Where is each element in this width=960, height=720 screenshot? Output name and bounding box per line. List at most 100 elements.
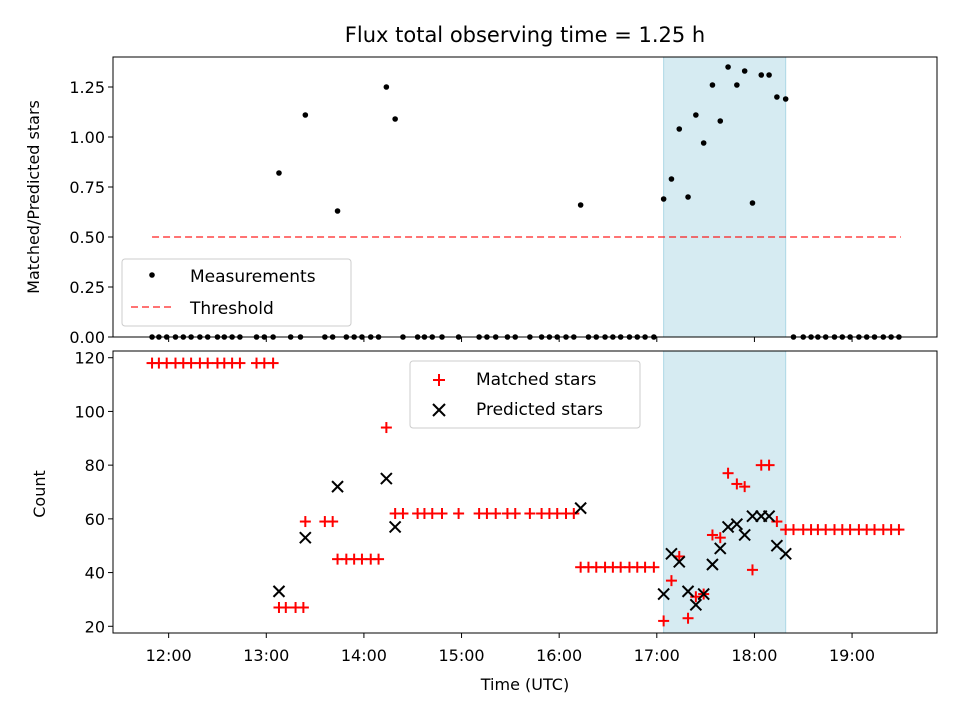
measurement-point xyxy=(685,194,691,200)
predicted-star-point xyxy=(762,509,776,523)
matched-star-point xyxy=(509,507,521,519)
predicted-stars-points xyxy=(272,472,792,612)
matched-star-point xyxy=(746,564,758,576)
predicted-star-point xyxy=(272,585,286,598)
bottom-shaded-interval xyxy=(663,350,787,634)
matched-star-point xyxy=(202,357,214,369)
predicted-star-point xyxy=(721,520,735,534)
matched-star-point xyxy=(893,524,905,536)
bottom-legend: Matched stars Predicted stars xyxy=(409,360,641,429)
predicted-star-point xyxy=(697,587,710,601)
y-tick-label: 0.25 xyxy=(69,278,105,297)
bottom-y-axis-ticks: 20 40 60 80 100 120 xyxy=(74,349,113,636)
x-tick-label: 18:00 xyxy=(731,646,777,665)
top-y-axis-label: Matched/Predicted stars xyxy=(24,100,43,294)
predicted-star-point xyxy=(714,542,727,555)
y-tick-label: 40 xyxy=(85,564,105,583)
predicted-star-point xyxy=(574,501,587,515)
y-tick-label: 60 xyxy=(85,510,105,529)
measurement-point xyxy=(734,82,740,88)
legend-matched-label: Matched stars xyxy=(476,370,596,390)
matched-star-point xyxy=(397,507,409,519)
predicted-star-point xyxy=(299,531,312,544)
predicted-star-point xyxy=(657,587,670,601)
measurement-point xyxy=(774,94,780,100)
matched-star-point xyxy=(436,507,448,519)
legend-matched-marker xyxy=(433,374,445,386)
measurement-point xyxy=(749,200,756,206)
measurement-point xyxy=(741,68,748,74)
flux-ratio-panel: 0.00 0.25 0.50 0.75 1.00 1.25 Flux total obse… xyxy=(24,23,938,347)
x-tick-label: 14:00 xyxy=(341,646,387,665)
matched-star-point xyxy=(658,615,670,627)
chart-title: Flux total observing time = 1.25 h xyxy=(345,23,705,47)
predicted-star-point xyxy=(730,518,744,531)
matched-star-point xyxy=(763,459,775,471)
predicted-star-point xyxy=(380,472,393,485)
top-legend: Measurements Threshold xyxy=(121,258,352,327)
measurement-point xyxy=(392,116,398,122)
top-shaded-interval xyxy=(663,56,787,338)
measurement-point xyxy=(383,84,390,90)
matched-star-point xyxy=(568,507,580,519)
measurement-point xyxy=(700,140,707,146)
y-tick-label: 0.75 xyxy=(69,178,105,197)
measurement-point xyxy=(709,82,716,88)
measurement-point xyxy=(302,112,309,118)
predicted-star-point xyxy=(738,528,751,542)
y-tick-label: 80 xyxy=(85,456,105,475)
matched-star-point xyxy=(648,561,660,573)
legend-measurements-marker xyxy=(149,272,155,278)
legend-measurements-label: Measurements xyxy=(190,267,316,287)
measurement-point xyxy=(676,126,683,132)
y-tick-label: 100 xyxy=(74,402,105,421)
measurement-point xyxy=(693,112,699,118)
predicted-star-point xyxy=(388,520,402,534)
legend-threshold-label: Threshold xyxy=(189,299,274,319)
matched-star-point xyxy=(673,550,685,562)
measurement-point xyxy=(782,96,789,102)
predicted-star-point xyxy=(779,547,792,560)
x-tick-label: 19:00 xyxy=(829,646,875,665)
legend-predicted-marker xyxy=(432,403,446,417)
predicted-star-point xyxy=(746,509,759,523)
predicted-star-point xyxy=(331,480,344,493)
matched-star-point xyxy=(380,422,392,434)
matched-star-point xyxy=(234,357,246,369)
x-tick-label: 13:00 xyxy=(243,646,289,665)
matched-star-point xyxy=(665,575,677,587)
matched-star-point xyxy=(722,467,734,479)
y-tick-label: 0.50 xyxy=(69,228,105,247)
matched-star-point xyxy=(787,524,799,536)
bottom-x-axis-ticks: 12:00 13:00 14:00 15:00 16:00 17:00 18:00 19:00 xyxy=(146,633,875,665)
y-tick-label: 1.25 xyxy=(69,78,105,97)
x-tick-label: 17:00 xyxy=(634,646,680,665)
measurement-point xyxy=(717,118,724,124)
matched-stars-points xyxy=(146,357,905,627)
measurement-point xyxy=(668,176,675,182)
matched-star-point xyxy=(453,507,465,519)
top-x-axis-ticks xyxy=(168,337,853,342)
x-tick-label: 15:00 xyxy=(438,646,484,665)
matched-star-point xyxy=(267,357,279,369)
predicted-star-point xyxy=(706,558,719,571)
matched-star-point xyxy=(714,532,726,544)
predicted-star-point xyxy=(689,598,703,612)
predicted-star-point xyxy=(673,555,686,569)
measurement-point xyxy=(577,202,584,208)
matched-star-point xyxy=(490,507,502,519)
matched-star-point xyxy=(280,601,292,613)
measurement-point xyxy=(766,72,772,78)
measurement-point xyxy=(660,196,667,202)
y-tick-label: 120 xyxy=(74,349,105,368)
matched-star-point xyxy=(327,516,339,528)
bottom-axes-frame xyxy=(112,350,938,634)
matched-star-point xyxy=(373,553,385,565)
measurement-point xyxy=(276,170,282,176)
top-y-axis-ticks: 0.00 0.25 0.50 0.75 1.00 1.25 xyxy=(69,78,113,347)
bottom-y-axis-label: Count xyxy=(30,470,49,518)
x-tick-label: 12:00 xyxy=(146,646,192,665)
y-tick-label: 1.00 xyxy=(69,128,105,147)
matched-star-point xyxy=(524,507,536,519)
